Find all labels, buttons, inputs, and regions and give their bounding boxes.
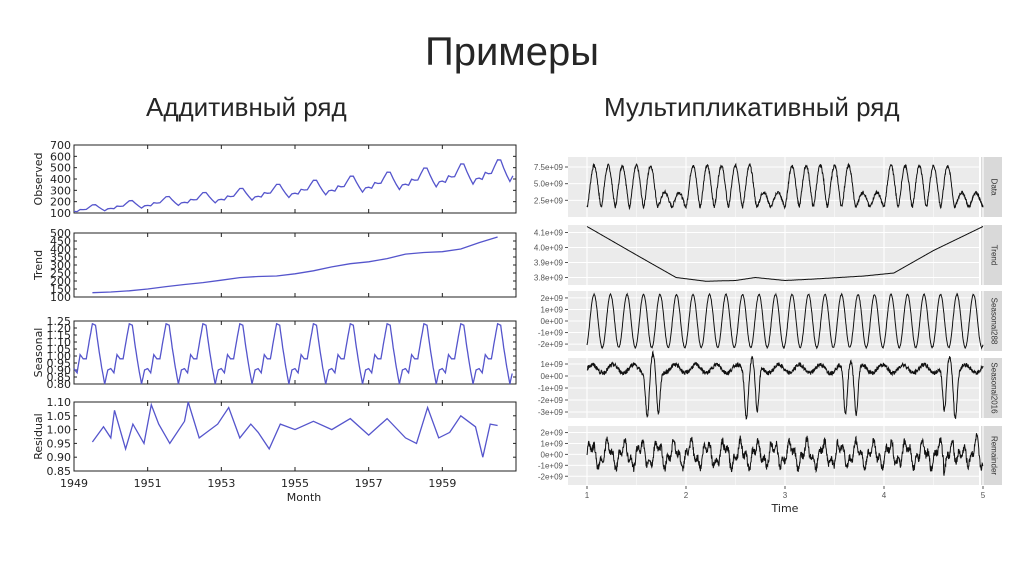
svg-text:300: 300 [50, 259, 71, 272]
svg-text:Observed: Observed [32, 153, 45, 206]
svg-text:150: 150 [50, 283, 71, 296]
svg-text:0e+00: 0e+00 [541, 317, 564, 326]
svg-text:-1e+09: -1e+09 [538, 384, 564, 393]
svg-text:0e+00: 0e+00 [541, 450, 564, 459]
svg-text:100: 100 [50, 207, 71, 220]
svg-text:1e+09: 1e+09 [541, 360, 564, 369]
svg-text:0.90: 0.90 [47, 364, 72, 377]
svg-text:0.85: 0.85 [47, 371, 72, 384]
svg-text:-2e+09: -2e+09 [538, 472, 564, 481]
svg-text:0e+00: 0e+00 [541, 372, 564, 381]
svg-text:-2e+09: -2e+09 [538, 396, 564, 405]
svg-text:1e+09: 1e+09 [541, 439, 564, 448]
svg-text:Remainder: Remainder [990, 436, 999, 475]
svg-text:700: 700 [50, 139, 71, 152]
svg-text:7.5e+09: 7.5e+09 [534, 163, 564, 172]
panel-trend [73, 232, 517, 298]
svg-text:1949: 1949 [60, 477, 88, 490]
svg-text:200: 200 [50, 275, 71, 288]
svg-text:0.80: 0.80 [47, 378, 72, 391]
svg-text:1955: 1955 [281, 477, 309, 490]
svg-text:600: 600 [50, 150, 71, 163]
svg-text:1.05: 1.05 [47, 410, 72, 423]
svg-text:3.9e+09: 3.9e+09 [534, 259, 564, 268]
svg-text:1959: 1959 [428, 477, 456, 490]
svg-text:4.1e+09: 4.1e+09 [534, 229, 564, 238]
svg-text:5.0e+09: 5.0e+09 [534, 180, 564, 189]
svg-text:1.00: 1.00 [47, 350, 72, 363]
svg-text:1.05: 1.05 [47, 343, 72, 356]
svg-text:400: 400 [50, 173, 71, 186]
svg-text:0.95: 0.95 [47, 437, 72, 450]
svg-text:4.0e+09: 4.0e+09 [534, 244, 564, 253]
svg-text:1.15: 1.15 [47, 329, 72, 342]
svg-text:Data: Data [990, 179, 999, 196]
svg-text:1: 1 [585, 491, 590, 500]
svg-text:Seasonal: Seasonal [32, 328, 45, 378]
svg-text:1953: 1953 [207, 477, 235, 490]
svg-text:100: 100 [50, 291, 71, 304]
additive-heading: Аддитивный ряд [146, 92, 347, 122]
svg-text:400: 400 [50, 243, 71, 256]
svg-text:2.5e+09: 2.5e+09 [534, 196, 564, 205]
svg-text:2e+09: 2e+09 [541, 429, 564, 438]
svg-text:Seasonal288: Seasonal288 [990, 298, 999, 345]
svg-text:300: 300 [50, 184, 71, 197]
svg-text:450: 450 [50, 235, 71, 248]
svg-text:500: 500 [50, 227, 71, 240]
svg-text:1e+09: 1e+09 [541, 305, 564, 314]
svg-text:Residual: Residual [32, 413, 45, 459]
svg-text:200: 200 [50, 196, 71, 209]
svg-text:-3e+09: -3e+09 [538, 408, 564, 417]
svg-text:Seasonal2016: Seasonal2016 [990, 362, 999, 414]
slide-title: Примеры [424, 30, 600, 74]
svg-text:0.85: 0.85 [47, 465, 72, 478]
svg-text:1.10: 1.10 [47, 396, 72, 409]
svg-text:3: 3 [783, 491, 788, 500]
svg-text:2e+09: 2e+09 [541, 294, 564, 303]
svg-text:Trend: Trend [32, 250, 45, 281]
svg-text:250: 250 [50, 267, 71, 280]
multiplicative-heading: Мультипликативный ряд [604, 92, 900, 122]
panel-seasonal [73, 320, 517, 385]
svg-text:-1e+09: -1e+09 [538, 329, 564, 338]
svg-text:5: 5 [981, 491, 986, 500]
svg-text:Trend: Trend [990, 245, 999, 266]
svg-text:1.20: 1.20 [47, 322, 72, 335]
svg-text:1.10: 1.10 [47, 336, 72, 349]
svg-text:0.95: 0.95 [47, 357, 72, 370]
panel-trend [568, 225, 979, 285]
svg-text:1957: 1957 [355, 477, 383, 490]
svg-text:0.90: 0.90 [47, 451, 72, 464]
svg-text:1951: 1951 [134, 477, 162, 490]
svg-text:Time: Time [771, 502, 799, 515]
svg-text:3.8e+09: 3.8e+09 [534, 274, 564, 283]
svg-text:4: 4 [882, 491, 887, 500]
svg-text:1.25: 1.25 [47, 315, 72, 328]
svg-text:Month: Month [287, 491, 322, 504]
svg-text:-2e+09: -2e+09 [538, 340, 564, 349]
svg-text:-1e+09: -1e+09 [538, 461, 564, 470]
svg-text:1.00: 1.00 [47, 424, 72, 437]
svg-text:2: 2 [684, 491, 689, 500]
svg-text:500: 500 [50, 162, 71, 175]
svg-text:350: 350 [50, 251, 71, 264]
panel-observed [73, 144, 517, 214]
